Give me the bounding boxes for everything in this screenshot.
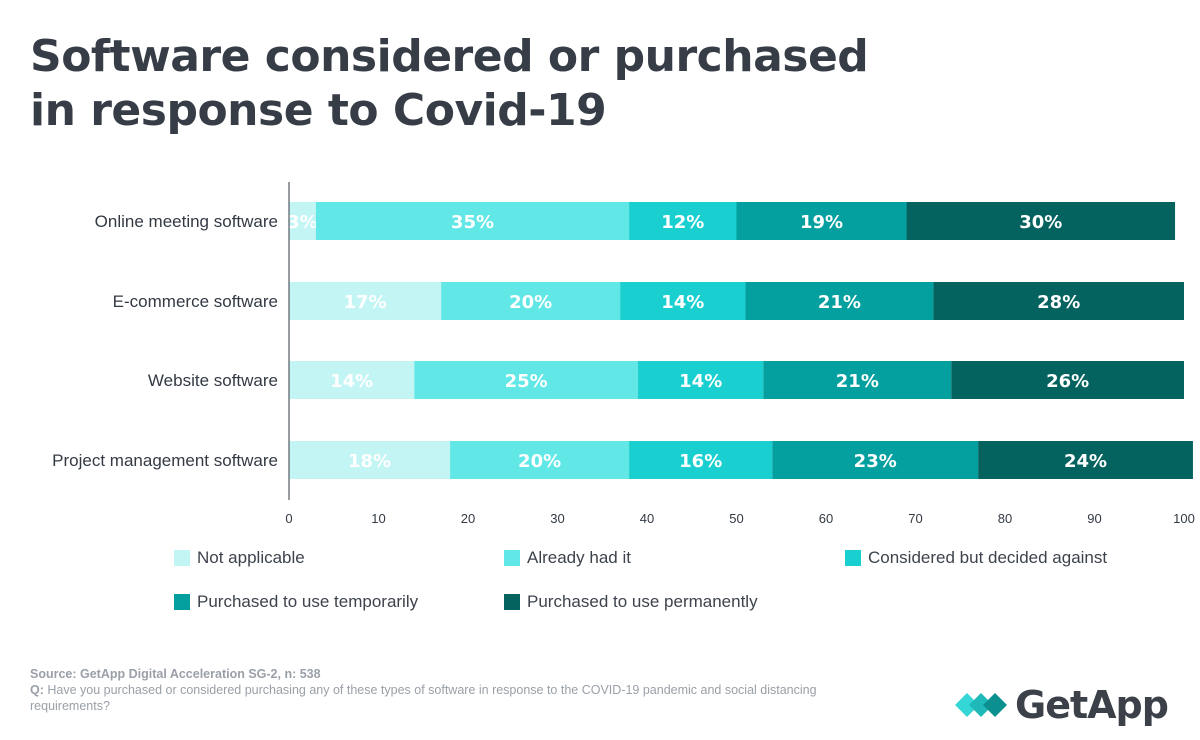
bar-value-label: 14%	[330, 371, 373, 392]
x-tick-label: 40	[640, 511, 654, 526]
stacked-bar-chart: 3% 35% 12% 19% 30% Online meeting software 17%…	[52, 182, 1195, 526]
x-tick-label: 50	[729, 511, 743, 526]
legend-label: Considered but decided against	[868, 548, 1108, 567]
legend-swatch	[504, 594, 520, 610]
legend-swatch	[845, 550, 861, 566]
bar-value-label: 19%	[800, 212, 843, 233]
bar-segment	[978, 441, 1193, 479]
source-note: Source: GetApp Digital Acceleration SG-2…	[30, 666, 890, 714]
bar-value-label: 21%	[818, 292, 861, 313]
legend-item: Considered but decided against	[845, 548, 1107, 568]
legend-item: Purchased to use temporarily	[174, 592, 418, 612]
question-text: Have you purchased or considered purchas…	[30, 683, 817, 713]
bar-value-label: 17%	[344, 292, 387, 313]
source-line: Source: GetApp Digital Acceleration SG-2…	[30, 667, 321, 681]
x-tick-label: 10	[371, 511, 385, 526]
x-tick-label: 20	[461, 511, 475, 526]
legend-item: Already had it	[504, 548, 631, 568]
legend-label: Purchased to use permanently	[527, 592, 758, 611]
bar-segment	[745, 282, 934, 320]
legend-label: Purchased to use temporarily	[197, 592, 419, 611]
bar-value-label: 16%	[679, 451, 722, 472]
bar-value-label: 12%	[661, 212, 704, 233]
legend-item: Purchased to use permanently	[504, 592, 758, 612]
x-tick-label: 90	[1087, 511, 1101, 526]
bar-value-label: 20%	[509, 292, 552, 313]
question-label: Q:	[30, 683, 44, 697]
category-label: Project management software	[52, 451, 278, 470]
bar-value-label: 25%	[505, 371, 548, 392]
bar-segment	[763, 361, 952, 399]
bar-value-label: 28%	[1037, 292, 1080, 313]
chart-title-line-2: in response to Covid-19	[30, 85, 607, 136]
bar-segment	[638, 361, 764, 399]
x-tick-label: 80	[998, 511, 1012, 526]
bar-segment	[441, 282, 621, 320]
bar-segment	[315, 202, 630, 240]
x-tick-label: 70	[908, 511, 922, 526]
bar-segment	[951, 361, 1184, 399]
bar-segment	[906, 202, 1176, 240]
legend-label: Already had it	[527, 548, 631, 567]
bar-value-label: 21%	[836, 371, 879, 392]
getapp-logo: GetApp	[953, 683, 1169, 727]
bar-segment	[933, 282, 1184, 320]
bar-value-label: 26%	[1046, 371, 1089, 392]
bar-value-label: 3%	[287, 212, 318, 233]
bar-value-label: 20%	[518, 451, 561, 472]
x-tick-label: 30	[550, 511, 564, 526]
bar-value-label: 18%	[348, 451, 391, 472]
category-label: E-commerce software	[113, 292, 278, 311]
category-label: Online meeting software	[95, 212, 278, 231]
question-line: Q: Have you purchased or considered purc…	[30, 682, 890, 714]
bar-segment	[289, 202, 316, 240]
x-tick-label: 100	[1173, 511, 1195, 526]
bar-segment	[289, 282, 442, 320]
chart-title: Software considered or purchased in resp…	[30, 30, 1030, 138]
bar-value-label: 14%	[661, 292, 704, 313]
bar-segment	[289, 361, 415, 399]
bar-value-label: 24%	[1064, 451, 1107, 472]
bar-value-label: 35%	[451, 212, 494, 233]
x-tick-label: 0	[285, 511, 292, 526]
bar-segment	[450, 441, 630, 479]
bar-segment	[620, 282, 746, 320]
bar-segment	[736, 202, 907, 240]
bar-segment	[772, 441, 979, 479]
bar-segment	[629, 441, 773, 479]
logo-text: GetApp	[1015, 683, 1169, 727]
category-label: Website software	[148, 371, 278, 390]
legend-item: Not applicable	[174, 548, 305, 568]
bar-value-label: 30%	[1019, 212, 1062, 233]
legend-swatch	[174, 550, 190, 566]
bar-segment	[289, 441, 451, 479]
bar-value-label: 23%	[854, 451, 897, 472]
bar-segment	[414, 361, 639, 399]
getapp-chevrons-icon	[955, 693, 1007, 717]
bar-value-label: 14%	[679, 371, 722, 392]
x-tick-label: 60	[819, 511, 833, 526]
legend-label: Not applicable	[197, 548, 305, 567]
bar-segment	[629, 202, 737, 240]
legend-swatch	[174, 594, 190, 610]
chart-title-line-1: Software considered or purchased	[30, 31, 869, 82]
legend-swatch	[504, 550, 520, 566]
